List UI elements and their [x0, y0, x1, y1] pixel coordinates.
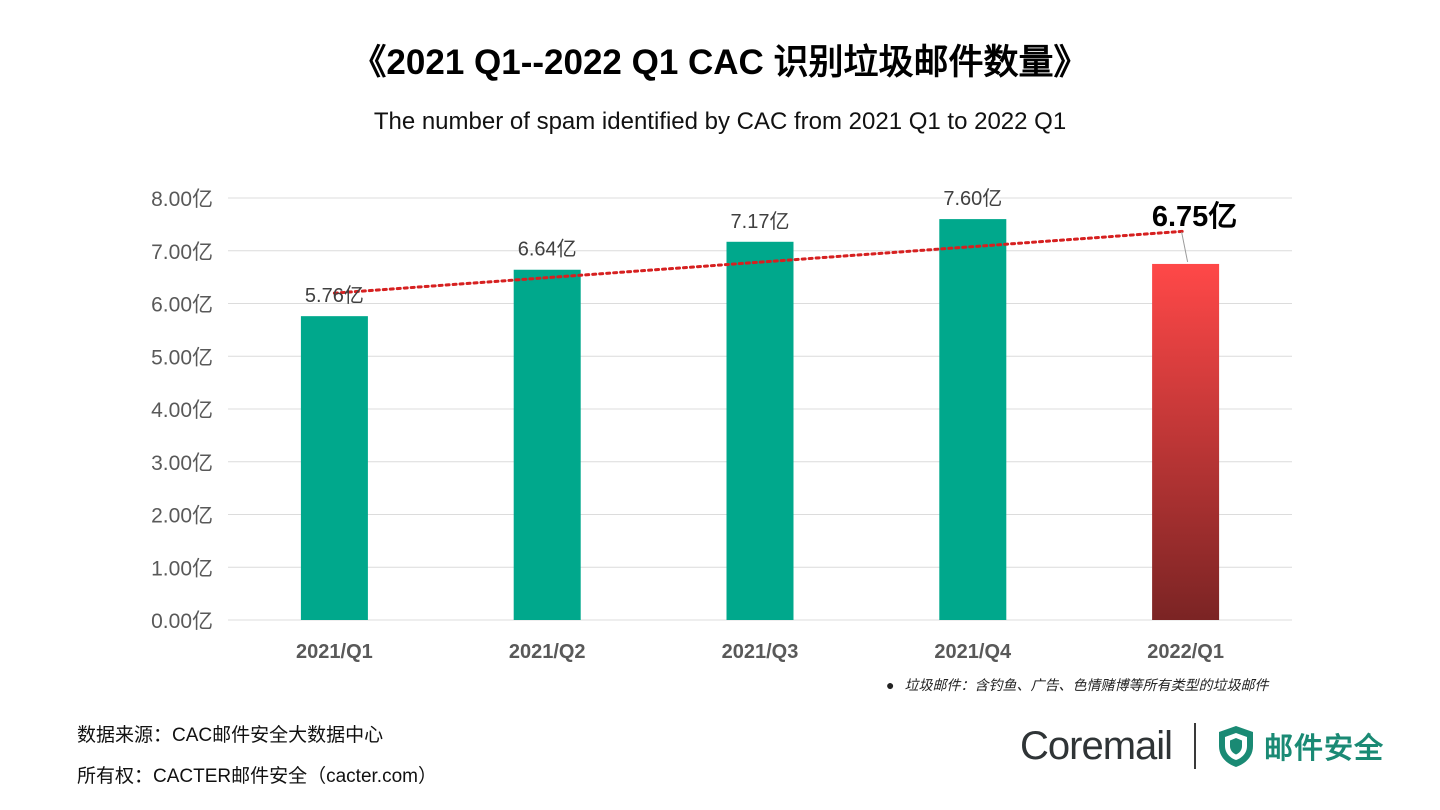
x-axis-ticks: 2021/Q1 2021/Q2 2021/Q3 2021/Q4 2022/Q1 — [296, 641, 1224, 663]
label-leader-line — [1181, 231, 1189, 263]
data-label: 7.17亿 — [731, 210, 790, 233]
chart-title: 《2021 Q1--2022 Q1 CAC 识别垃圾邮件数量》 — [351, 43, 1089, 82]
x-tick-label: 2021/Q3 — [722, 641, 799, 663]
y-axis-ticks: 0.00亿 1.00亿 2.00亿 3.00亿 4.00亿 5.00亿 6.00亿 7.00亿… — [151, 188, 213, 633]
footnote: ● 垃圾邮件：含钓鱼、广告、色情赌博等所有类型的垃圾邮件 — [886, 675, 1268, 695]
data-label: 5.76亿 — [305, 284, 364, 307]
x-tick-label: 2021/Q4 — [934, 641, 1012, 663]
data-source: 数据来源：CAC邮件安全大数据中心 — [77, 725, 384, 746]
x-tick-label: 2021/Q1 — [296, 641, 373, 663]
y-tick-label: 5.00亿 — [151, 346, 213, 369]
data-labels: 5.76亿 6.64亿 7.17亿 7.60亿 6.75亿 — [305, 187, 1237, 307]
data-label: 6.64亿 — [518, 238, 577, 261]
bar — [513, 269, 581, 620]
footnote-text: 垃圾邮件：含钓鱼、广告、色情赌博等所有类型的垃圾邮件 — [904, 677, 1269, 693]
bar-highlight — [1152, 263, 1220, 620]
y-tick-label: 1.00亿 — [151, 557, 213, 580]
x-tick-label: 2021/Q2 — [509, 641, 586, 663]
bar — [939, 219, 1007, 620]
y-tick-label: 2.00亿 — [151, 505, 213, 528]
trendline-group — [332, 229, 1188, 295]
y-tick-label: 4.00亿 — [151, 399, 213, 422]
x-tick-label: 2022/Q1 — [1147, 641, 1224, 663]
brand-cn-name: 邮件安全 — [1264, 733, 1385, 765]
bar — [726, 241, 794, 620]
y-tick-label: 7.00亿 — [151, 241, 213, 264]
y-tick-label: 8.00亿 — [151, 188, 213, 211]
data-label: 7.60亿 — [943, 187, 1002, 210]
brand-logos: Coremail 邮件安全 — [1020, 722, 1384, 770]
brand-divider — [1194, 723, 1197, 769]
trendline — [332, 229, 1188, 295]
copyright: 所有权：CACTER邮件安全（cacter.com） — [77, 766, 437, 787]
chart-subtitle: The number of spam identified by CAC fro… — [373, 108, 1067, 135]
y-tick-label: 6.00亿 — [151, 294, 213, 317]
y-tick-label: 0.00亿 — [151, 610, 213, 633]
shield-icon — [1219, 726, 1254, 767]
coremail-logo: Coremail — [1020, 723, 1173, 768]
data-label-highlight: 6.75亿 — [1152, 200, 1237, 233]
bullet-icon: ● — [886, 677, 895, 693]
bars — [300, 219, 1220, 620]
y-tick-label: 3.00亿 — [151, 452, 213, 475]
bar — [300, 316, 368, 620]
